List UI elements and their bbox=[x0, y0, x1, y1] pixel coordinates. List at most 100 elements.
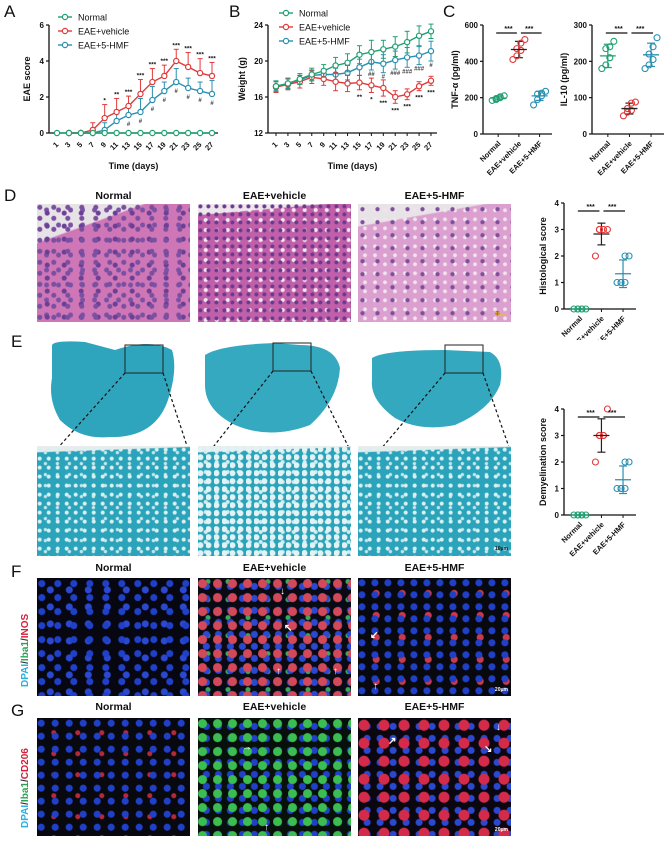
svg-text:0: 0 bbox=[555, 511, 560, 520]
panel-label-f: F bbox=[11, 562, 22, 581]
lfb-zoom-hmf: 10μm bbox=[358, 446, 511, 556]
lfb-overview-images bbox=[37, 341, 511, 476]
svg-text:#: # bbox=[175, 89, 179, 95]
svg-text:EAE+5-HMF: EAE+5-HMF bbox=[299, 37, 350, 47]
svg-text:21: 21 bbox=[167, 140, 179, 152]
svg-text:16: 16 bbox=[254, 93, 263, 102]
svg-text:**: ** bbox=[114, 91, 120, 98]
he-image-vehicle bbox=[198, 204, 351, 322]
svg-text:19: 19 bbox=[374, 140, 386, 152]
svg-text:0: 0 bbox=[474, 130, 479, 139]
lfb-zoom-vehicle bbox=[198, 446, 351, 556]
svg-text:*: * bbox=[103, 98, 106, 105]
svg-text:#: # bbox=[151, 107, 155, 113]
svg-text:7: 7 bbox=[87, 140, 96, 149]
column-title-hmf-f: EAE+5-HMF bbox=[404, 562, 465, 574]
svg-text:*: * bbox=[370, 97, 373, 104]
stain-label-f: DPAI/Iba1/INOS bbox=[20, 613, 31, 687]
svg-text:#: # bbox=[210, 101, 214, 107]
column-title-normal-f: Normal bbox=[95, 562, 132, 574]
svg-text:#: # bbox=[198, 98, 202, 104]
svg-text:EAE score: EAE score bbox=[22, 56, 32, 101]
svg-text:EAE+vehicle: EAE+vehicle bbox=[299, 23, 350, 33]
svg-text:EAE+5-HMF: EAE+5-HMF bbox=[78, 41, 129, 51]
panel-label-c: C bbox=[443, 2, 456, 21]
svg-text:2: 2 bbox=[555, 458, 560, 467]
svg-text:6: 6 bbox=[40, 21, 45, 30]
svg-text:***: *** bbox=[403, 104, 411, 111]
svg-text:Time (days): Time (days) bbox=[109, 161, 159, 171]
svg-text:***: *** bbox=[184, 46, 192, 53]
svg-text:19: 19 bbox=[155, 140, 167, 152]
svg-text:9: 9 bbox=[99, 140, 108, 149]
scale-bar-e: 10μm bbox=[494, 546, 508, 552]
svg-text:24: 24 bbox=[254, 21, 263, 30]
svg-text:###: ### bbox=[402, 69, 413, 75]
svg-text:Histological score: Histological score bbox=[538, 217, 548, 295]
svg-text:Normal: Normal bbox=[299, 9, 328, 19]
svg-text:4: 4 bbox=[40, 57, 45, 66]
svg-text:100: 100 bbox=[574, 94, 588, 103]
column-title-vehicle: EAE+vehicle bbox=[242, 190, 307, 202]
svg-text:#: # bbox=[139, 119, 143, 125]
svg-text:***: *** bbox=[615, 26, 623, 33]
svg-text:TNF-α (pg/ml): TNF-α (pg/ml) bbox=[450, 50, 460, 109]
if-image-normal-inos bbox=[37, 578, 190, 696]
svg-text:12: 12 bbox=[254, 129, 263, 138]
panel-label-a: A bbox=[4, 2, 16, 21]
svg-text:***: *** bbox=[172, 42, 180, 49]
svg-text:1: 1 bbox=[555, 279, 560, 288]
svg-text:2: 2 bbox=[40, 93, 45, 102]
svg-text:4: 4 bbox=[555, 405, 560, 414]
if-image-normal-cd206 bbox=[37, 718, 190, 836]
svg-text:1: 1 bbox=[555, 485, 560, 494]
he-image-normal bbox=[37, 204, 190, 322]
svg-text:Time (days): Time (days) bbox=[328, 161, 378, 171]
svg-text:***: *** bbox=[149, 62, 157, 69]
svg-text:#: # bbox=[127, 122, 131, 128]
svg-text:***: *** bbox=[608, 410, 616, 417]
svg-text:***: *** bbox=[525, 26, 533, 33]
svg-text:2: 2 bbox=[555, 252, 560, 261]
column-title-hmf: EAE+5-HMF bbox=[404, 190, 465, 202]
svg-text:###: ### bbox=[414, 67, 425, 73]
svg-text:Demyelination score: Demyelination score bbox=[538, 418, 548, 506]
svg-text:15: 15 bbox=[132, 140, 144, 152]
svg-text:***: *** bbox=[208, 55, 216, 62]
svg-text:***: *** bbox=[161, 58, 169, 65]
panel-label-d: D bbox=[4, 186, 17, 205]
svg-text:EAE+vehicle: EAE+vehicle bbox=[78, 27, 129, 37]
svg-text:4: 4 bbox=[555, 199, 560, 208]
svg-text:***: *** bbox=[125, 89, 133, 96]
svg-text:***: *** bbox=[427, 89, 435, 96]
svg-text:25: 25 bbox=[191, 140, 203, 152]
panel-label-e: E bbox=[11, 332, 23, 351]
svg-text:0: 0 bbox=[555, 305, 560, 314]
svg-text:9: 9 bbox=[318, 140, 327, 149]
svg-text:Weight (g): Weight (g) bbox=[237, 57, 247, 101]
svg-text:11: 11 bbox=[327, 140, 339, 152]
svg-text:21: 21 bbox=[386, 140, 398, 152]
svg-text:3: 3 bbox=[555, 432, 560, 441]
svg-text:200: 200 bbox=[574, 57, 588, 66]
panel-label-g: G bbox=[11, 701, 25, 720]
svg-text:13: 13 bbox=[339, 140, 351, 152]
svg-text:#: # bbox=[163, 98, 167, 104]
scale-bar-g: 20μm bbox=[494, 827, 508, 833]
column-title-normal: Normal bbox=[95, 190, 132, 202]
svg-text:300: 300 bbox=[574, 21, 588, 30]
svg-text:Normal: Normal bbox=[78, 13, 107, 23]
svg-text:***: *** bbox=[137, 73, 145, 80]
scale-bar-d: 20μm bbox=[494, 312, 508, 318]
svg-text:***: *** bbox=[391, 107, 399, 114]
column-title-hmf-g: EAE+5-HMF bbox=[404, 701, 465, 713]
svg-text:***: *** bbox=[608, 204, 616, 211]
svg-text:#: # bbox=[382, 75, 386, 81]
svg-text:***: *** bbox=[380, 100, 388, 107]
svg-text:***: *** bbox=[415, 95, 423, 102]
svg-text:200: 200 bbox=[465, 94, 479, 103]
svg-text:20: 20 bbox=[254, 57, 263, 66]
